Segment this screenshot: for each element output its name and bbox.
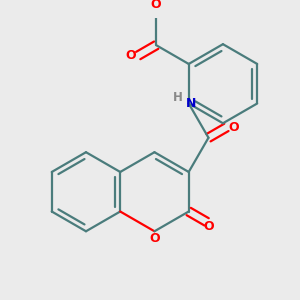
Text: O: O	[203, 220, 214, 233]
Text: N: N	[186, 97, 197, 110]
Text: O: O	[151, 0, 161, 11]
Text: O: O	[125, 49, 136, 62]
Text: O: O	[229, 121, 239, 134]
Text: O: O	[149, 232, 160, 245]
Text: H: H	[172, 91, 182, 104]
